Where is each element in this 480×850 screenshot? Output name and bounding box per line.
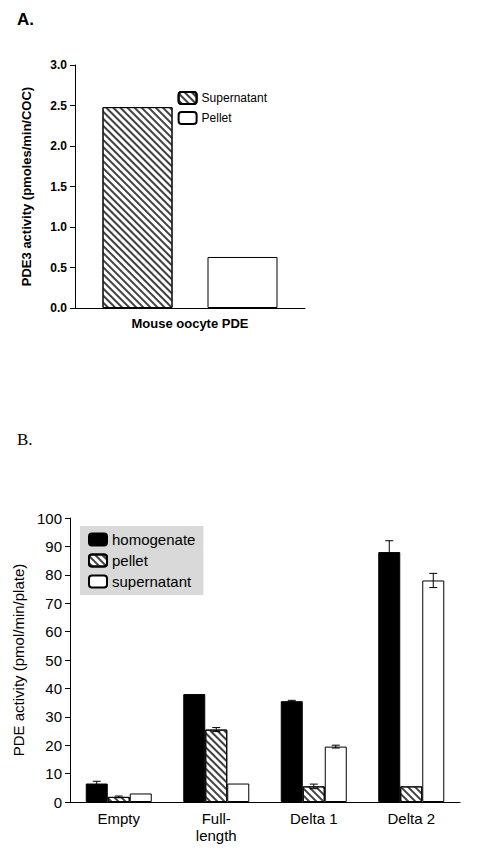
- svg-text:Mouse oocyte PDE: Mouse oocyte PDE: [131, 316, 248, 331]
- svg-text:50: 50: [45, 652, 62, 669]
- svg-text:3.0: 3.0: [50, 58, 67, 72]
- svg-text:PDE3 activity (pmoles/min/COC): PDE3 activity (pmoles/min/COC): [19, 87, 34, 286]
- svg-text:Pellet: Pellet: [202, 111, 233, 125]
- svg-text:Delta 1: Delta 1: [290, 810, 338, 827]
- svg-text:Delta 2: Delta 2: [387, 810, 435, 827]
- svg-text:100: 100: [37, 510, 62, 527]
- svg-text:0.5: 0.5: [50, 261, 67, 275]
- svg-text:A.: A.: [17, 10, 34, 29]
- svg-text:Supernatant: Supernatant: [202, 91, 268, 105]
- svg-text:90: 90: [45, 538, 62, 555]
- svg-text:2.5: 2.5: [50, 99, 67, 113]
- svg-text:70: 70: [45, 595, 62, 612]
- svg-text:40: 40: [45, 680, 62, 697]
- svg-text:1.0: 1.0: [50, 220, 67, 234]
- svg-text:pellet: pellet: [112, 552, 149, 569]
- svg-text:PDE activity (pmol/min/plate): PDE activity (pmol/min/plate): [10, 564, 27, 757]
- svg-text:10: 10: [45, 765, 62, 782]
- svg-text:1.5: 1.5: [50, 180, 67, 194]
- svg-text:Empty: Empty: [97, 810, 140, 827]
- svg-text:supernatant: supernatant: [112, 573, 192, 590]
- svg-text:30: 30: [45, 708, 62, 725]
- svg-text:B.: B.: [17, 430, 33, 449]
- svg-text:80: 80: [45, 566, 62, 583]
- svg-text:2.0: 2.0: [50, 139, 67, 153]
- svg-text:homogenate: homogenate: [112, 531, 195, 548]
- svg-text:Full-: Full-: [202, 810, 231, 827]
- svg-text:length: length: [196, 827, 237, 844]
- svg-text:20: 20: [45, 737, 62, 754]
- svg-text:0.0: 0.0: [50, 301, 67, 315]
- svg-text:60: 60: [45, 623, 62, 640]
- svg-text:0: 0: [54, 794, 62, 811]
